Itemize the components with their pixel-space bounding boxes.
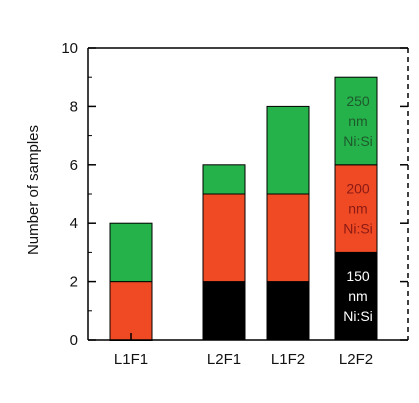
segment-label-line: Ni:Si bbox=[343, 133, 373, 149]
bar-segment-l2f1-1 bbox=[202, 193, 246, 283]
bar-segment-l1f2-1 bbox=[266, 193, 310, 283]
segment-label-line: Ni:Si bbox=[343, 308, 373, 324]
y-tick-label-2: 2 bbox=[70, 274, 78, 291]
x-tick-label-l1f1: L1F1 bbox=[114, 351, 148, 368]
bar-segment-l1f2-0 bbox=[266, 281, 310, 341]
bars-layer bbox=[109, 76, 378, 341]
segment-label-0: 150 nm Ni:Si bbox=[343, 268, 373, 324]
y-tick-label-8: 8 bbox=[70, 98, 78, 115]
segment-label-line: nm bbox=[348, 201, 367, 217]
y-tick-label-6: 6 bbox=[70, 157, 78, 174]
bar-segment-l1f1-1 bbox=[109, 281, 153, 341]
segment-labels-layer: 150 nm Ni:Si 200 nm Ni:Si 250 nm Ni:Si bbox=[343, 93, 373, 324]
bar-segment-l2f2-0 bbox=[334, 251, 378, 341]
segment-label-line: 200 bbox=[346, 181, 370, 197]
bar-segment-l2f2-2 bbox=[334, 76, 378, 166]
x-tick-label-l1f2: L1F2 bbox=[271, 351, 305, 368]
bar-segment-l2f1-2 bbox=[202, 164, 246, 195]
segment-label-line: nm bbox=[348, 113, 367, 129]
y-axis-title: Number of samples bbox=[25, 125, 42, 255]
bar-segment-l1f1-2 bbox=[109, 222, 153, 283]
segment-label-line: nm bbox=[348, 288, 367, 304]
x-tick-label-l2f2: L2F2 bbox=[339, 351, 373, 368]
bar-segment-l2f1-0 bbox=[202, 281, 246, 341]
segment-label-line: 150 bbox=[346, 268, 370, 284]
segment-label-line: Ni:Si bbox=[343, 221, 373, 237]
y-tick-label-0: 0 bbox=[70, 332, 78, 349]
y-tick-label-10: 10 bbox=[61, 40, 78, 57]
bar-segment-l1f2-2 bbox=[266, 105, 310, 195]
segment-label-2: 250 nm Ni:Si bbox=[343, 93, 373, 149]
segment-label-1: 200 nm Ni:Si bbox=[343, 181, 373, 237]
axes-layer: 0 2 4 6 8 10 L1F1 L2F1 L1F2 L2F2 bbox=[61, 40, 409, 368]
y-tick-label-4: 4 bbox=[70, 215, 78, 232]
x-tick-label-l2f1: L2F1 bbox=[207, 351, 241, 368]
bar-segment-l2f2-1 bbox=[334, 164, 378, 253]
segment-label-line: 250 bbox=[346, 93, 370, 109]
